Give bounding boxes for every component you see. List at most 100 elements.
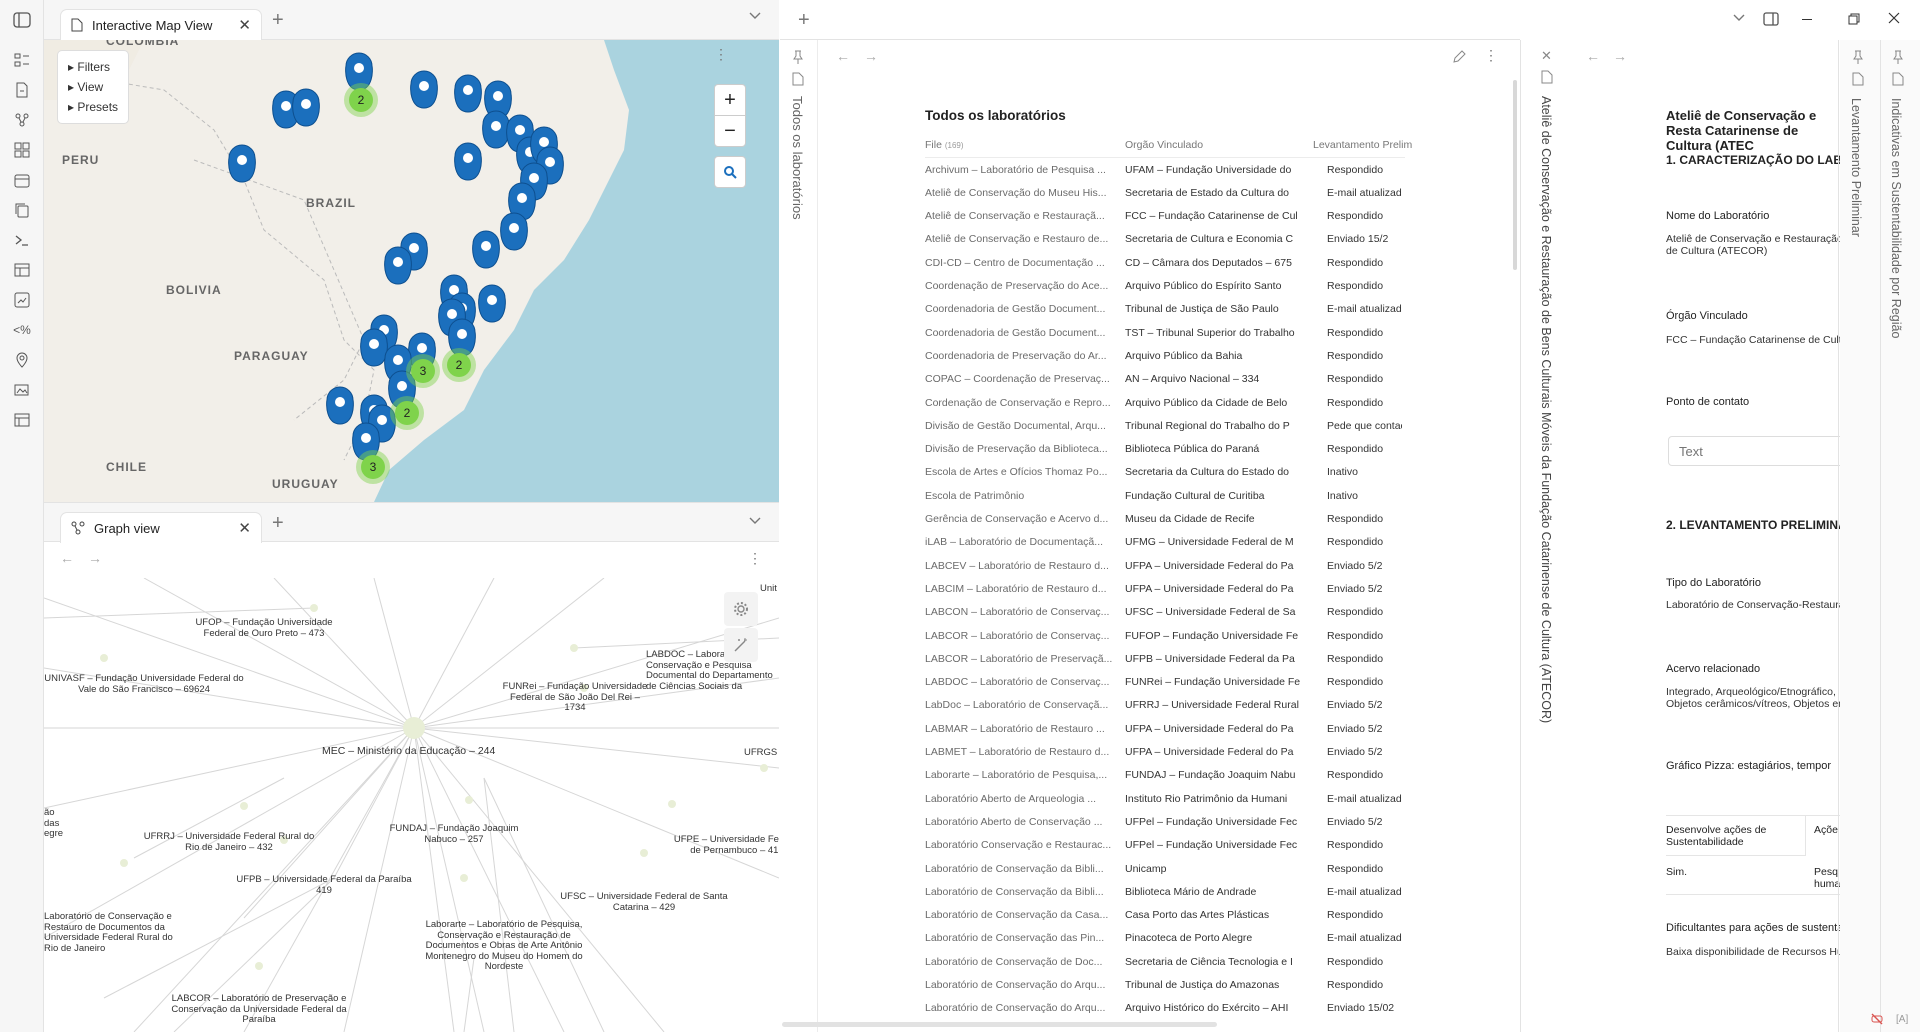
map-marker[interactable] [228,144,256,183]
close-icon[interactable]: ✕ [238,520,251,537]
cell-file[interactable]: Laboratório de Conservação da Casa... [925,909,1109,922]
table-row[interactable]: Ateliê de Conservação e Restauro de... Se… [925,228,1415,251]
strip-vertical-title[interactable]: Levantamento Preliminar [1849,98,1863,237]
files-icon[interactable] [11,49,33,71]
more-options-icon[interactable]: ⋮ [714,46,728,62]
graph-node[interactable]: UFRRJ – Universidade Federal Rural do Ri… [139,831,319,853]
map-pin-icon[interactable] [11,349,33,371]
graph-node[interactable]: UFOP – Fundação Universidade Federal de … [179,617,349,639]
graph-node[interactable]: LABDOC – Laboratório de Conservação e Pe… [646,650,779,696]
graph-animate-button[interactable] [724,628,758,662]
graph-node[interactable]: UFSC – Universidade Federal de Santa Cat… [554,891,734,913]
graph-node[interactable]: FUNDAJ – Fundação Joaquim Nabuco – 257 [374,823,534,845]
cell-file[interactable]: Escola de Artes e Ofícios Thomaz Po... [925,466,1108,479]
cell-file[interactable]: Laboratório de Conservação das Pin... [925,932,1105,945]
graph-node[interactable]: Unit [760,583,777,595]
map-cluster[interactable]: 3 [356,450,390,484]
cell-file[interactable]: Laboratório Aberto de Arqueologia ... [925,792,1097,805]
chart-icon[interactable] [11,289,33,311]
cell-file[interactable]: LABCOR – Laboratório de Preservaçã... [925,652,1113,665]
copy-icon[interactable] [11,199,33,221]
table-row[interactable]: COPAC – Coordenação de Preservaç... AN – … [925,368,1415,391]
graph-node[interactable]: Laborarte – Laboratório de Pesquisa, Con… [414,919,594,973]
new-tab-button[interactable]: + [798,9,810,31]
tab-interactive-map[interactable]: Interactive Map View ✕ [60,9,262,40]
pin-icon[interactable] [1892,50,1904,64]
cell-file[interactable]: Laboratório de Conservação da Bibli... [925,862,1104,875]
field-value[interactable]: FCC – Fundação Catarinense de Cultu [1666,334,1840,346]
table-row[interactable]: Laboratório de Conservação da Bibli... Un… [925,857,1415,880]
column-header-org[interactable]: Orgão Vinculado [1125,139,1204,151]
table-icon[interactable] [11,259,33,281]
cell-file[interactable]: iLAB – Laboratório de Documentaçã... [925,536,1104,549]
file-icon[interactable] [792,72,804,86]
cell-file[interactable]: Ateliê de Conservação do Museu His... [925,186,1107,199]
table-row[interactable]: Coordenadoria de Preservação do Ar... Arq… [925,344,1415,367]
edit-icon[interactable] [1452,50,1466,64]
file-icon[interactable] [1541,70,1553,84]
table-row[interactable]: Divisão de Preservação da Biblioteca... B… [925,438,1415,461]
graph-settings-button[interactable] [724,592,758,626]
chevron-down-icon[interactable] [749,517,761,525]
table-row[interactable]: Coordenação de Preservação do Ace... Arqu… [925,275,1415,298]
map-search-button[interactable] [714,156,746,188]
table-row[interactable]: Ateliê de Conservação e Restauraçã... FCC… [925,205,1415,228]
table-row[interactable]: Escola de Artes e Ofícios Thomaz Po... Se… [925,461,1415,484]
table-row[interactable]: Archivum – Laboratório de Pesquisa ... UF… [925,158,1415,181]
table-row[interactable]: Laboratório de Conservação do Arqu... Tri… [925,974,1415,997]
map-marker[interactable] [500,212,528,251]
table-cell[interactable]: Pesq huma [1814,866,1840,890]
file-icon[interactable] [1852,72,1864,86]
cell-file[interactable]: Gerência de Conservação e Acervo d... [925,513,1109,525]
map-cluster[interactable]: 2 [442,348,476,382]
cell-file[interactable]: Divisão de Gestão Documental, Arqu... [925,419,1106,432]
contact-input[interactable] [1668,436,1840,466]
table-row[interactable]: LABDOC – Laboratório de Conservaç... FUNR… [925,671,1415,694]
graph-node[interactable]: UNIVASF – Fundação Universidade Federal … [44,673,244,695]
map-marker[interactable] [478,284,506,323]
table-row[interactable]: Laboratório Aberto de Arqueologia ... Ins… [925,787,1415,810]
field-value[interactable]: Baixa disponibilidade de Recursos Hu [1666,946,1840,958]
graph-hub-node[interactable]: MEC – Ministério da Educação – 244 [322,746,495,757]
strip-vertical-title[interactable]: Indicativas em Sustentabilidade por Regi… [1889,98,1903,339]
table-row[interactable]: LABCOR – Laboratório de Conservaç... FUFO… [925,624,1415,647]
gallery-icon[interactable] [11,379,33,401]
presets-toggle[interactable]: ▸ Presets [68,100,119,114]
back-arrow-icon[interactable]: ← [836,48,850,64]
graph-node[interactable]: LABCOR – Laboratório de Preservação e Co… [164,993,354,1026]
pin-icon[interactable] [1852,50,1864,64]
chevron-down-icon[interactable] [1733,14,1745,22]
map-marker[interactable] [384,246,412,285]
cell-file[interactable]: Laboratório de Conservação do Arqu... [925,1002,1106,1015]
table-row[interactable]: Gerência de Conservação e Acervo d... Mus… [925,508,1415,531]
map-marker[interactable] [454,142,482,181]
map-marker[interactable] [454,74,482,113]
more-options-icon[interactable]: ⋮ [748,550,762,566]
graph-node[interactable]: UFPB – Universidade Federal da Paraíba 4… [234,874,414,896]
graph-node[interactable]: UFPE – Universidade Federal de Pernambuc… [672,834,779,856]
zoom-out-button[interactable]: − [714,115,746,147]
new-tab-button[interactable]: + [272,9,284,31]
graph-node[interactable]: UFRGS – U [744,747,779,759]
table-row[interactable]: iLAB – Laboratório de Documentaçã... UFMG… [925,531,1415,554]
cell-file[interactable]: LabDoc – Laboratório de Conservaçã... [925,699,1109,712]
percent-icon[interactable]: <% [13,323,31,337]
table-row[interactable]: Coordenadoria de Gestão Document... TST –… [925,321,1415,344]
table-row[interactable]: Laboratório Aberto de Conservação ... UFP… [925,810,1415,833]
tab-graph-view[interactable]: Graph view ✕ [60,512,262,543]
map-marker[interactable] [292,88,320,127]
cell-file[interactable]: LABMAR – Laboratório de Restauro ... [925,722,1105,735]
table-row[interactable]: Divisão de Gestão Documental, Arqu... Tri… [925,414,1415,437]
table-row[interactable]: LABCEV – Laboratório de Restauro d... UFP… [925,554,1415,577]
cell-file[interactable]: Laborarte – Laboratório de Pesquisa,... [925,769,1108,782]
table-row[interactable]: LabDoc – Laboratório de Conservaçã... UFR… [925,694,1415,717]
cell-file[interactable]: CDI-CD – Centro de Documentação ... [925,256,1105,269]
table-row[interactable]: LABCIM – Laboratório de Restauro d... UFP… [925,577,1415,600]
sidebar-toggle-icon[interactable] [11,9,33,31]
graph-node[interactable]: Laboratório de Conservação e Restauro de… [44,911,189,954]
table-row[interactable]: Escola de Patrimônio Fundação Cultural de… [925,484,1415,507]
map-cluster[interactable]: 2 [344,83,378,117]
table-row[interactable]: LABCOR – Laboratório de Preservaçã... UFP… [925,647,1415,670]
cell-file[interactable]: Ateliê de Conservação e Restauro de... [925,233,1109,246]
table-row[interactable]: LABCON – Laboratório de Conservaç... UFSC… [925,601,1415,624]
